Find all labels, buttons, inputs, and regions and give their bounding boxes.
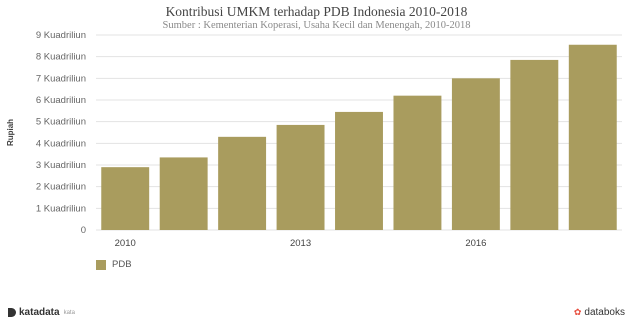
- y-tick-label: 7 Kuadriliun: [36, 73, 86, 84]
- x-tick-label: 2010: [115, 238, 136, 249]
- bar: [510, 59, 559, 230]
- legend[interactable]: PDB: [96, 259, 132, 270]
- legend-swatch: [96, 259, 106, 270]
- databoks-logo: ✿ databoks: [574, 307, 625, 318]
- bar: [568, 44, 617, 230]
- katadata-logo-icon: [8, 308, 16, 317]
- databoks-logo-text: databoks: [584, 307, 625, 318]
- katadata-logo: katadata kata: [8, 307, 75, 318]
- y-tick-label: 1 Kuadriliun: [36, 203, 86, 214]
- katadata-logo-text: katadata: [19, 307, 60, 318]
- databoks-logo-icon: ✿: [573, 307, 582, 317]
- y-tick-label: 4 Kuadriliun: [36, 138, 86, 149]
- chart-subtitle: Sumber : Kementerian Koperasi, Usaha Kec…: [162, 20, 471, 31]
- bar: [159, 157, 208, 230]
- bar: [276, 124, 325, 230]
- bar: [335, 111, 383, 230]
- y-tick-label: 0: [81, 225, 86, 236]
- y-tick-label: 8 Kuadriliun: [36, 52, 86, 63]
- x-tick-label: 2016: [465, 238, 486, 249]
- bar: [218, 136, 267, 230]
- y-tick-label: 6 Kuadriliun: [36, 95, 86, 106]
- chart-title: Kontribusi UMKM terhadap PDB Indonesia 2…: [165, 4, 468, 19]
- y-axis-title: Rupiah: [6, 119, 15, 146]
- y-tick-label: 3 Kuadriliun: [36, 160, 86, 171]
- katadata-logo-subtext: kata: [63, 309, 75, 316]
- bar: [451, 78, 500, 230]
- y-tick-label: 5 Kuadriliun: [36, 117, 86, 128]
- bar: [393, 95, 442, 231]
- y-tick-label: 9 Kuadriliun: [36, 30, 86, 41]
- x-tick-label: 2013: [290, 238, 311, 249]
- y-tick-label: 2 Kuadriliun: [36, 182, 86, 193]
- bar: [101, 167, 150, 230]
- legend-label: PDB: [112, 259, 132, 270]
